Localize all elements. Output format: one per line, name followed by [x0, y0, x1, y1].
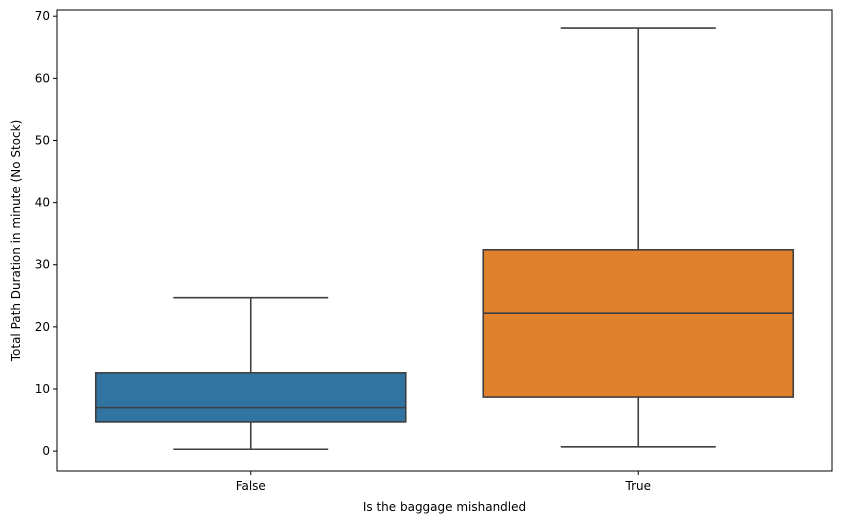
iqr-box: [94, 372, 407, 423]
x-tick-label: True: [625, 479, 652, 493]
y-tick-label: 30: [35, 258, 50, 272]
y-tick-label: 50: [35, 133, 50, 147]
y-axis-label: Total Path Duration in minute (No Stock): [9, 120, 23, 363]
y-tick-label: 0: [42, 444, 50, 458]
x-tick-label: False: [236, 479, 266, 493]
y-tick-label: 60: [35, 71, 50, 85]
x-axis-label: Is the baggage mishandled: [363, 500, 526, 514]
box-true: [482, 27, 795, 448]
x-axis: False True: [236, 471, 651, 493]
y-tick-label: 10: [35, 382, 50, 396]
plot-frame: [56, 9, 833, 472]
y-tick-label: 70: [35, 9, 50, 23]
y-tick-label: 40: [35, 196, 50, 210]
y-axis: 0 10 20 30 40 50 60 70: [35, 9, 57, 458]
box-false: [94, 296, 407, 451]
iqr-box: [482, 249, 795, 398]
y-tick-label: 20: [35, 320, 50, 334]
boxes-layer: [94, 27, 795, 451]
